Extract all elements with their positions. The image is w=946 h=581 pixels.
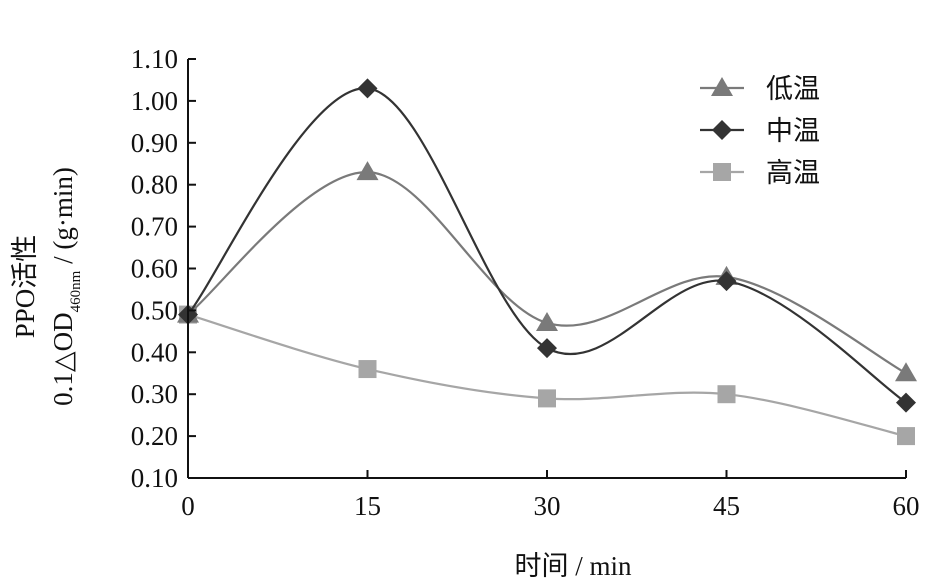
data-point-square — [717, 385, 736, 404]
legend-marker-diamond — [712, 120, 732, 140]
series-layer — [177, 78, 917, 446]
y-tick-label: 1.10 — [131, 44, 178, 74]
y-tick-label: 0.10 — [131, 463, 178, 493]
data-point-diamond — [896, 392, 916, 413]
y-tick-label: 0.50 — [131, 295, 178, 325]
series-line-0 — [187, 171, 907, 375]
legend-marker-square — [713, 163, 731, 181]
y-tick-label: 1.00 — [131, 86, 178, 116]
x-axis-title: 时间 / min — [514, 551, 632, 581]
y-axis-title-line2: 0.1△OD460nm / (g·min) — [48, 167, 84, 406]
data-point-triangle — [356, 161, 379, 181]
y-tick-label: 0.90 — [131, 128, 178, 158]
y-tick-label: 0.30 — [131, 379, 178, 409]
data-point-diamond — [716, 271, 737, 292]
y-axis-title-line1: PPO活性 — [10, 235, 40, 339]
y-tick-label: 0.80 — [131, 170, 178, 200]
y-tick-label: 0.60 — [131, 254, 178, 284]
legend-marker-triangle — [711, 77, 733, 96]
y-axis-title-suffix: / (g·min) — [48, 167, 78, 270]
y-tick-label: 0.40 — [131, 337, 178, 367]
data-point-square — [358, 360, 377, 379]
data-point-square — [538, 389, 556, 408]
x-tick-label: 0 — [181, 491, 195, 521]
legend-label: 低温 — [766, 74, 820, 104]
legend-label: 高温 — [766, 158, 820, 188]
data-point-square — [897, 427, 915, 446]
y-tick-label: 0.70 — [131, 212, 178, 242]
x-tick-label: 30 — [534, 491, 561, 521]
series-line-2 — [187, 313, 907, 438]
y-tick-label: 0.20 — [131, 421, 178, 451]
data-point-triangle — [536, 311, 558, 331]
x-tick-label: 60 — [893, 491, 920, 521]
ticks-layer: 0.10 0.20 0.30 0.40 0.50 0.60 0.70 0.80 0.90 1.00… — [131, 44, 920, 521]
data-point-triangle — [895, 362, 917, 382]
y-axis-title-subscript: 460nm — [68, 270, 84, 312]
y-axis-title-prefix: 0.1△OD — [48, 312, 78, 406]
data-point-diamond — [537, 338, 557, 359]
series-line-1 — [187, 87, 907, 404]
x-tick-label: 15 — [354, 491, 381, 521]
x-tick-label: 45 — [713, 491, 740, 521]
legend-label: 中温 — [766, 116, 820, 146]
data-point-diamond — [357, 78, 378, 99]
